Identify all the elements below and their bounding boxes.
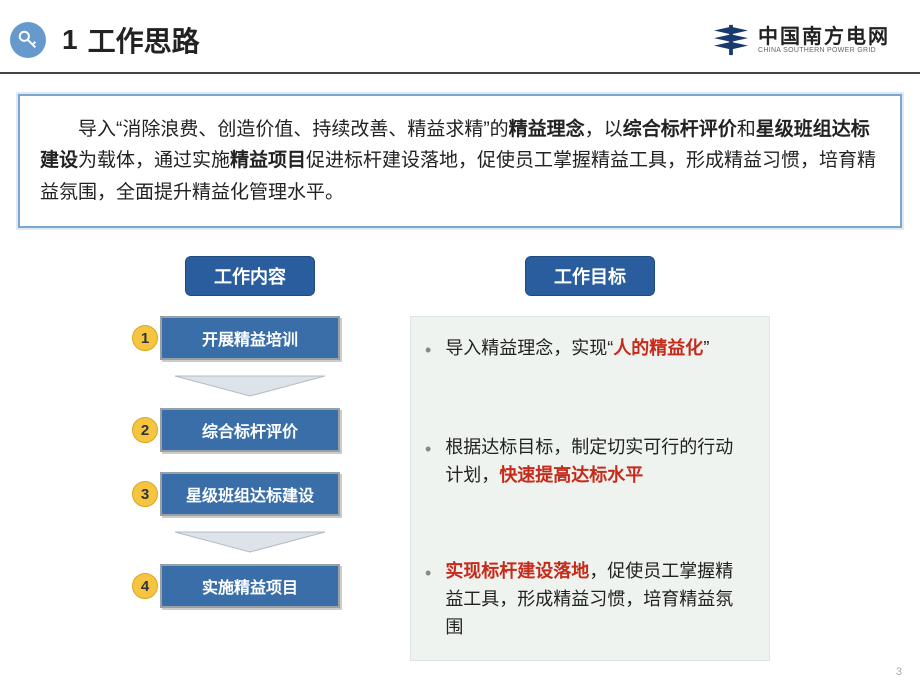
step-box: 星级班组达标建设	[160, 472, 340, 516]
goal-red: 人的精益化	[613, 338, 703, 358]
intro-bold: 精益理念	[509, 119, 585, 140]
intro-paragraph: 导入“消除浪费、创造价值、持续改善、精益求精”的精益理念，以综合标杆评价和星级班…	[18, 94, 902, 228]
step-box: 开展精益培训	[160, 316, 340, 360]
intro-text: 为载体，通过实施	[78, 150, 230, 171]
header-divider	[0, 72, 920, 74]
work-content-column: 工作内容 1 开展精益培训 2 综合标杆评价 3 星级班组达标建设 4 实施精益…	[150, 256, 350, 661]
title-area: 1 工作思路	[10, 20, 200, 60]
logo-icon	[712, 23, 750, 57]
section-number: 1	[62, 24, 78, 56]
step-number: 1	[132, 325, 158, 351]
work-goal-column: 工作目标 • 导入精益理念，实现“人的精益化” • 根据达标目标，制定切实可行的…	[410, 256, 770, 661]
intro-text: 导入“消除浪费、创造价值、持续改善、精益求精”的	[40, 119, 509, 140]
diagram: 工作内容 1 开展精益培训 2 综合标杆评价 3 星级班组达标建设 4 实施精益…	[0, 256, 920, 661]
intro-bold: 综合标杆评价	[623, 119, 737, 140]
logo-text-en: CHINA SOUTHERN POWER GRID	[758, 47, 890, 54]
goal-red: 快速提高达标水平	[499, 465, 643, 485]
goal-red: 实现标杆建设落地	[445, 561, 589, 581]
logo-text-cn: 中国南方电网	[758, 27, 890, 47]
logo: 中国南方电网 CHINA SOUTHERN POWER GRID	[712, 23, 890, 57]
goals-box: • 导入精益理念，实现“人的精益化” • 根据达标目标，制定切实可行的行动计划，…	[410, 316, 770, 661]
down-arrow-icon	[165, 530, 335, 554]
section-title: 工作思路	[88, 20, 200, 60]
goal-text: ”	[703, 338, 709, 358]
slide-header: 1 工作思路 中国南方电网 CHINA SOUTHERN POWER GRID	[0, 0, 920, 72]
key-icon	[10, 22, 46, 58]
intro-bold: 精益项目	[230, 150, 306, 171]
intro-text: 和	[737, 119, 756, 140]
step-box: 综合标杆评价	[160, 408, 340, 452]
goal-item: • 导入精益理念，实现“人的精益化”	[425, 335, 751, 365]
step-row: 1 开展精益培训	[160, 316, 340, 360]
goal-item: • 实现标杆建设落地，促使员工掌握精益工具，形成精益习惯，培育精益氛围	[425, 558, 751, 642]
page-number: 3	[896, 666, 902, 678]
step-number: 4	[132, 573, 158, 599]
step-box: 实施精益项目	[160, 564, 340, 608]
step-row: 2 综合标杆评价	[160, 408, 340, 452]
step-row: 3 星级班组达标建设	[160, 472, 340, 516]
bullet-icon: •	[425, 560, 431, 642]
down-arrow-icon	[165, 374, 335, 398]
intro-text: ，以	[585, 119, 623, 140]
col-header-goal: 工作目标	[525, 256, 655, 296]
goal-text: 导入精益理念，实现“	[445, 338, 613, 358]
step-number: 2	[132, 417, 158, 443]
step-row: 4 实施精益项目	[160, 564, 340, 608]
bullet-icon: •	[425, 436, 431, 490]
goal-item: • 根据达标目标，制定切实可行的行动计划，快速提高达标水平	[425, 434, 751, 490]
step-number: 3	[132, 481, 158, 507]
col-header-content: 工作内容	[185, 256, 315, 296]
bullet-icon: •	[425, 337, 431, 365]
